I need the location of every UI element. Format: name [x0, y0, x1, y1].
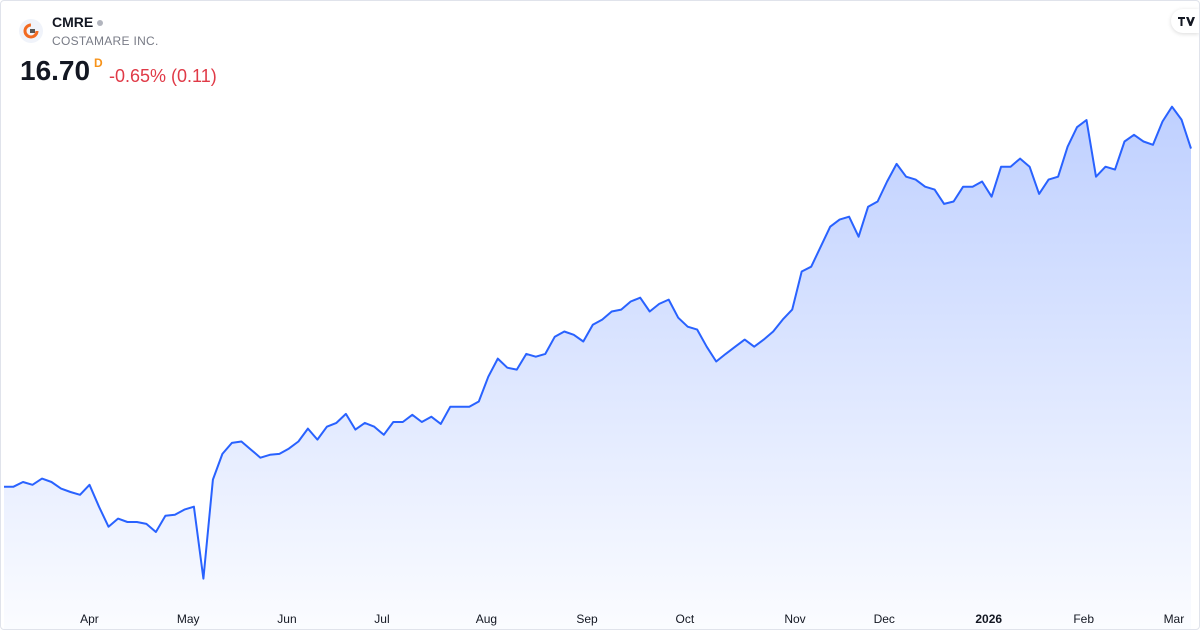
status-dot: [97, 20, 104, 27]
symbol-logo: [19, 19, 43, 43]
price: 16.70: [20, 55, 91, 86]
tradingview-logo[interactable]: [1171, 9, 1199, 33]
price-line: [4, 105, 1192, 580]
area-fill: [4, 106, 1191, 629]
price-change: -0.65% (0.11): [109, 66, 217, 86]
x-tick-label: Jun: [277, 612, 296, 626]
x-tick-label: Mar: [1164, 612, 1185, 626]
x-tick-label: Sep: [576, 612, 598, 626]
x-tick-label: Feb: [1073, 612, 1094, 626]
symbol-row: CMRE: [52, 14, 104, 30]
x-tick-label: 2026: [975, 612, 1002, 626]
symbol: CMRE: [52, 14, 94, 30]
x-tick-label: Nov: [784, 612, 805, 626]
interval: D: [94, 56, 103, 70]
x-tick-label: Apr: [80, 612, 99, 626]
x-tick-label: Oct: [676, 612, 695, 626]
x-tick-label: May: [177, 612, 200, 626]
x-tick-label: Jul: [374, 612, 389, 626]
x-tick-label: Aug: [476, 612, 497, 626]
x-tick-label: Dec: [874, 612, 895, 626]
company-name: COSTAMARE INC.: [52, 34, 159, 48]
